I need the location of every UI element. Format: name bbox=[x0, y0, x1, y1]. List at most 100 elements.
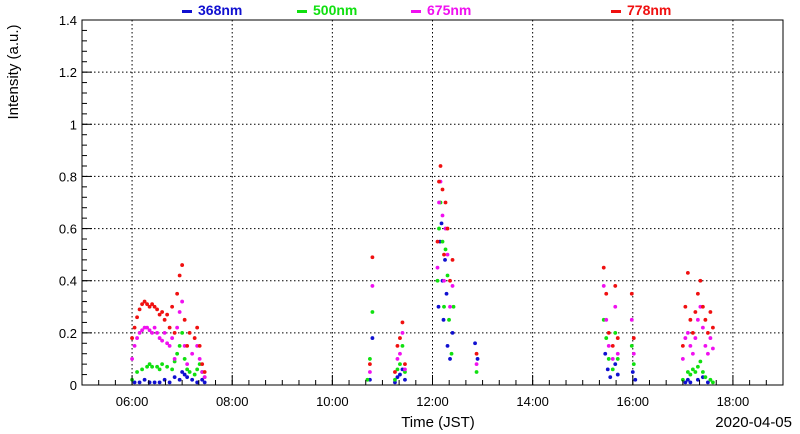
data-point bbox=[606, 357, 611, 361]
y-tick-label: 1.4 bbox=[59, 13, 77, 28]
data-point bbox=[629, 317, 634, 322]
data-point bbox=[132, 325, 137, 330]
data-point bbox=[445, 252, 450, 257]
y-axis-title: Intensity (a.u.) bbox=[5, 24, 22, 119]
data-point bbox=[451, 304, 456, 309]
data-point bbox=[398, 351, 402, 356]
data-point bbox=[152, 380, 157, 385]
data-point bbox=[605, 367, 610, 372]
data-point bbox=[435, 239, 440, 244]
data-point bbox=[393, 380, 397, 385]
y-tick-label: 0.8 bbox=[59, 169, 77, 184]
data-point bbox=[610, 357, 615, 361]
data-point bbox=[474, 362, 479, 367]
data-point bbox=[695, 291, 700, 296]
data-point bbox=[172, 359, 177, 364]
series-368nm bbox=[132, 221, 710, 385]
tick-labels: 06:00 08:00 10:00 12:00 14:00 16:00 18:00 0 0.2 0… bbox=[59, 13, 749, 409]
data-point bbox=[180, 299, 185, 304]
axis-ticks bbox=[81, 19, 784, 386]
data-point bbox=[185, 375, 190, 380]
data-point bbox=[608, 375, 613, 380]
data-point bbox=[443, 200, 448, 205]
x-tick-label: 10:00 bbox=[316, 394, 349, 409]
data-point bbox=[613, 284, 618, 288]
data-point bbox=[450, 330, 455, 335]
data-point bbox=[157, 336, 162, 340]
data-point bbox=[400, 343, 405, 348]
data-point bbox=[683, 380, 688, 385]
data-point bbox=[443, 257, 447, 262]
data-point bbox=[604, 317, 609, 322]
data-point bbox=[195, 380, 200, 385]
data-point bbox=[631, 336, 636, 340]
data-point bbox=[180, 263, 185, 267]
data-point bbox=[708, 336, 713, 340]
data-point bbox=[393, 370, 397, 374]
y-tick-label: 1 bbox=[70, 117, 77, 132]
data-point bbox=[182, 317, 187, 322]
data-point bbox=[172, 330, 177, 335]
data-point bbox=[155, 364, 160, 369]
plot-frame bbox=[81, 19, 784, 386]
y-tick-label: 0.6 bbox=[59, 222, 77, 237]
data-point bbox=[442, 252, 446, 257]
data-point bbox=[137, 380, 142, 385]
data-point bbox=[147, 328, 152, 333]
data-point bbox=[698, 359, 703, 364]
data-point bbox=[150, 330, 155, 335]
data-point bbox=[690, 330, 695, 335]
data-point bbox=[202, 375, 207, 380]
data-point bbox=[192, 372, 197, 377]
data-point bbox=[700, 370, 705, 374]
data-point bbox=[398, 336, 402, 340]
legend-label: 500nm bbox=[313, 2, 357, 18]
data-point bbox=[157, 380, 162, 385]
x-tick-label: 14:00 bbox=[516, 394, 549, 409]
legend-label: 368nm bbox=[198, 2, 242, 18]
data-point bbox=[403, 370, 407, 374]
legend: 368nm 500nm 675nm 778nm bbox=[182, 2, 671, 18]
data-point bbox=[615, 357, 620, 361]
data-point bbox=[170, 336, 175, 340]
data-point bbox=[398, 362, 402, 367]
data-point bbox=[603, 351, 608, 356]
y-tick-label: 0 bbox=[70, 378, 77, 393]
data-point bbox=[695, 317, 700, 322]
data-point bbox=[613, 330, 618, 335]
data-point bbox=[185, 362, 190, 367]
data-point bbox=[610, 343, 615, 348]
data-point bbox=[695, 364, 700, 369]
data-point bbox=[132, 343, 137, 348]
data-point bbox=[475, 357, 480, 361]
y-tick-label: 0.4 bbox=[59, 274, 77, 289]
data-points bbox=[130, 164, 715, 385]
data-point bbox=[172, 375, 177, 380]
data-point bbox=[398, 372, 402, 377]
data-point bbox=[445, 343, 450, 348]
data-point bbox=[180, 330, 185, 335]
data-point bbox=[152, 325, 157, 330]
data-point bbox=[610, 367, 615, 372]
data-point bbox=[365, 377, 370, 382]
data-point bbox=[629, 343, 634, 348]
data-point bbox=[167, 325, 172, 330]
data-point bbox=[157, 367, 162, 372]
data-point bbox=[615, 372, 620, 377]
data-point bbox=[400, 330, 405, 335]
data-point bbox=[370, 255, 375, 260]
data-point bbox=[177, 310, 182, 314]
legend-swatch bbox=[411, 10, 421, 13]
data-point bbox=[688, 372, 693, 377]
data-point bbox=[685, 377, 690, 382]
data-point bbox=[147, 362, 152, 367]
data-point bbox=[448, 278, 452, 283]
data-point bbox=[145, 364, 149, 369]
data-point bbox=[180, 370, 185, 374]
data-point bbox=[395, 367, 400, 372]
series-675nm bbox=[130, 179, 715, 380]
data-point bbox=[685, 330, 690, 335]
data-point bbox=[705, 380, 710, 385]
data-point bbox=[703, 375, 708, 380]
data-point bbox=[601, 284, 606, 288]
